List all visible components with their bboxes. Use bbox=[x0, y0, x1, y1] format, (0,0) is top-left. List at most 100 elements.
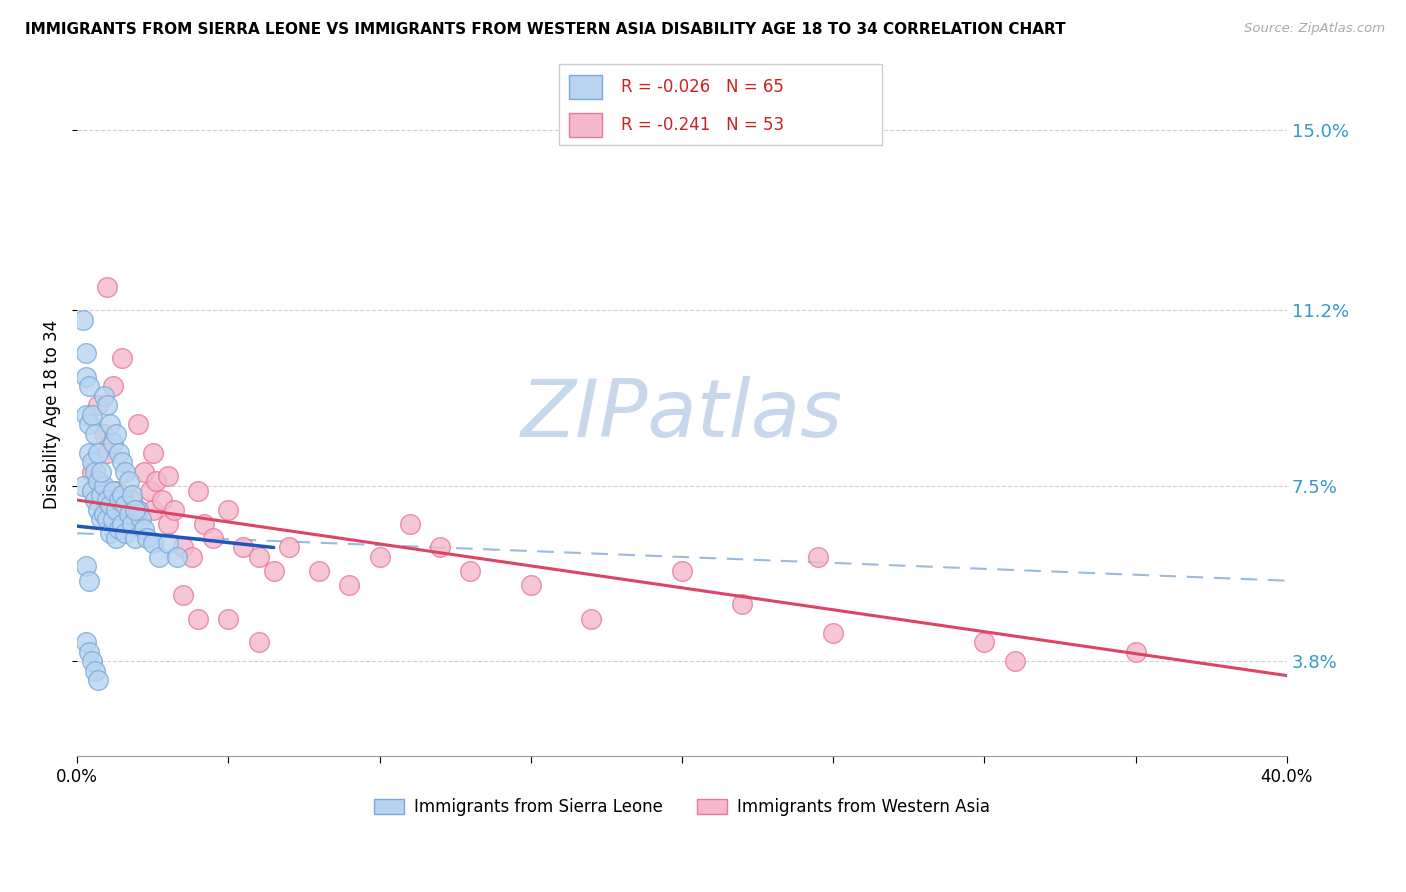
Point bbox=[172, 541, 194, 555]
Point bbox=[398, 516, 420, 531]
Point bbox=[103, 436, 125, 450]
Point bbox=[82, 408, 104, 422]
Point bbox=[172, 588, 194, 602]
Text: Source: ZipAtlas.com: Source: ZipAtlas.com bbox=[1244, 22, 1385, 36]
Point bbox=[124, 502, 146, 516]
Point bbox=[77, 574, 100, 588]
Point bbox=[82, 483, 104, 498]
Point bbox=[111, 488, 134, 502]
Point bbox=[1125, 645, 1147, 659]
Point bbox=[84, 426, 107, 441]
Point bbox=[75, 559, 97, 574]
Point bbox=[105, 502, 128, 516]
Point bbox=[132, 521, 155, 535]
Point bbox=[138, 483, 160, 498]
Point bbox=[103, 483, 125, 498]
Point bbox=[90, 465, 112, 479]
Point bbox=[148, 549, 170, 564]
Point bbox=[108, 445, 131, 459]
Point bbox=[127, 502, 149, 516]
Point bbox=[142, 535, 165, 549]
Text: ZIPatlas: ZIPatlas bbox=[520, 376, 844, 454]
Point bbox=[156, 535, 179, 549]
Point bbox=[96, 512, 118, 526]
Point bbox=[82, 455, 104, 469]
Point bbox=[217, 502, 239, 516]
Point bbox=[84, 493, 107, 508]
Point bbox=[93, 389, 115, 403]
Point bbox=[72, 312, 94, 326]
Point bbox=[247, 635, 270, 649]
Bar bbox=[568, 75, 602, 99]
Point bbox=[96, 493, 118, 508]
Point bbox=[671, 564, 693, 578]
Point bbox=[72, 479, 94, 493]
Point bbox=[87, 398, 110, 412]
Point bbox=[77, 445, 100, 459]
Point bbox=[117, 474, 139, 488]
Point bbox=[117, 508, 139, 522]
Point bbox=[93, 479, 115, 493]
Point bbox=[129, 512, 152, 526]
Point bbox=[75, 369, 97, 384]
Point bbox=[277, 541, 299, 555]
Point bbox=[145, 474, 167, 488]
Point bbox=[181, 549, 204, 564]
Point bbox=[93, 508, 115, 522]
Point bbox=[114, 502, 136, 516]
Point bbox=[90, 488, 112, 502]
Point bbox=[127, 502, 149, 516]
Point bbox=[82, 654, 104, 668]
Point bbox=[105, 426, 128, 441]
Point bbox=[127, 417, 149, 431]
Legend: Immigrants from Sierra Leone, Immigrants from Western Asia: Immigrants from Sierra Leone, Immigrants… bbox=[368, 792, 997, 823]
Point bbox=[124, 531, 146, 545]
Point bbox=[87, 673, 110, 688]
Point bbox=[823, 626, 845, 640]
Point bbox=[82, 465, 104, 479]
Point bbox=[98, 526, 121, 541]
Point bbox=[98, 498, 121, 512]
Point bbox=[105, 483, 128, 498]
Point bbox=[75, 346, 97, 360]
Point bbox=[114, 465, 136, 479]
Point bbox=[132, 465, 155, 479]
Point bbox=[105, 531, 128, 545]
Point bbox=[187, 612, 209, 626]
Point bbox=[111, 516, 134, 531]
Point bbox=[308, 564, 330, 578]
Point bbox=[96, 445, 118, 459]
Point bbox=[75, 635, 97, 649]
Point bbox=[135, 531, 157, 545]
Point bbox=[232, 541, 254, 555]
Point bbox=[108, 521, 131, 535]
Point bbox=[108, 493, 131, 508]
Point bbox=[263, 564, 285, 578]
Point bbox=[731, 598, 754, 612]
Text: R = -0.241   N = 53: R = -0.241 N = 53 bbox=[621, 116, 785, 134]
Point bbox=[217, 612, 239, 626]
Point bbox=[84, 664, 107, 678]
Point bbox=[108, 502, 131, 516]
Point bbox=[75, 408, 97, 422]
Point bbox=[111, 455, 134, 469]
Point bbox=[93, 426, 115, 441]
Point bbox=[581, 612, 603, 626]
Point bbox=[121, 516, 143, 531]
Point bbox=[103, 379, 125, 393]
Point bbox=[156, 469, 179, 483]
Text: IMMIGRANTS FROM SIERRA LEONE VS IMMIGRANTS FROM WESTERN ASIA DISABILITY AGE 18 T: IMMIGRANTS FROM SIERRA LEONE VS IMMIGRAN… bbox=[25, 22, 1066, 37]
Point bbox=[77, 417, 100, 431]
FancyBboxPatch shape bbox=[558, 64, 883, 145]
Point bbox=[77, 379, 100, 393]
Text: R = -0.026   N = 65: R = -0.026 N = 65 bbox=[621, 78, 785, 96]
Point bbox=[142, 502, 165, 516]
Point bbox=[111, 488, 134, 502]
Point bbox=[96, 398, 118, 412]
Point bbox=[519, 578, 541, 592]
Point bbox=[87, 474, 110, 488]
Point bbox=[193, 516, 215, 531]
Point bbox=[84, 465, 107, 479]
Point bbox=[103, 512, 125, 526]
Point bbox=[90, 512, 112, 526]
